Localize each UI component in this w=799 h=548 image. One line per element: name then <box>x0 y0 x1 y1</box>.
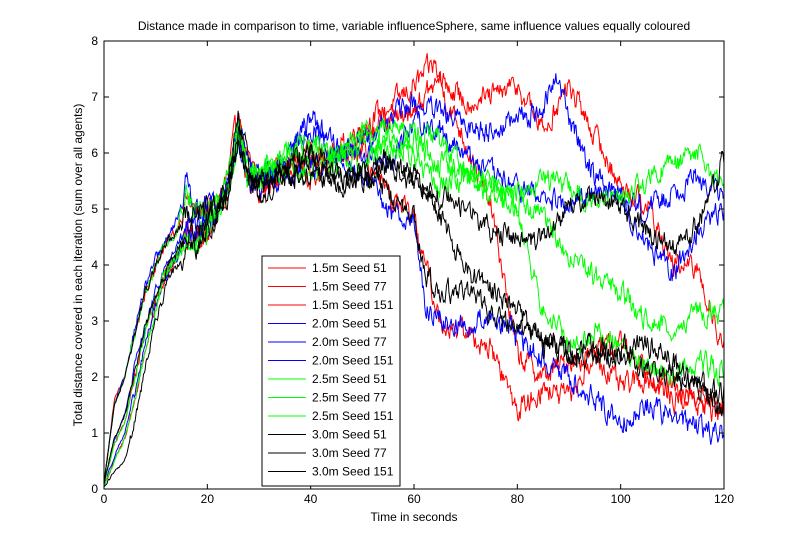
y-tick-label: 5 <box>91 202 98 216</box>
legend-label: 3.0m Seed 77 <box>312 446 387 460</box>
legend-box <box>261 255 401 487</box>
legend-label: 1.5m Seed 77 <box>312 280 387 294</box>
x-tick-label: 0 <box>101 492 108 506</box>
x-tick-label: 120 <box>714 492 734 506</box>
legend-label: 2.0m Seed 51 <box>312 317 387 331</box>
series-layer <box>104 53 724 487</box>
legend-label: 1.5m Seed 151 <box>312 298 394 312</box>
y-tick-label: 6 <box>91 146 98 160</box>
y-axis-label: Total distance covered in each iteration… <box>71 104 85 427</box>
legend-label: 2.5m Seed 151 <box>312 409 394 423</box>
y-tick-label: 1 <box>91 426 98 440</box>
legend-label: 2.0m Seed 77 <box>312 335 387 349</box>
y-tick-label: 4 <box>91 258 98 272</box>
x-tick-label: 100 <box>611 492 631 506</box>
legend-label: 3.0m Seed 151 <box>312 465 394 479</box>
chart-title: Distance made in comparison to time, var… <box>138 19 690 33</box>
legend: 1.5m Seed 51 1.5m Seed 77 1.5m Seed 151 2.0… <box>261 255 401 487</box>
x-tick-label: 80 <box>511 492 525 506</box>
x-axis-label: Time in seconds <box>371 510 458 524</box>
x-tick-label: 20 <box>201 492 215 506</box>
y-tick-label: 8 <box>91 34 98 48</box>
x-tick-label: 40 <box>304 492 318 506</box>
legend-label: 1.5m Seed 51 <box>312 261 387 275</box>
legend-label: 2.5m Seed 77 <box>312 391 387 405</box>
y-tick-label: 2 <box>91 370 98 384</box>
y-tick-label: 3 <box>91 314 98 328</box>
legend-label: 2.5m Seed 51 <box>312 372 387 386</box>
series-line-9 <box>104 110 724 485</box>
legend-label: 3.0m Seed 51 <box>312 428 387 442</box>
legend-label: 2.0m Seed 151 <box>312 354 394 368</box>
series-line-11 <box>104 139 724 487</box>
series-line-8 <box>104 126 724 486</box>
series-line-6 <box>104 119 724 483</box>
plot-area <box>104 41 724 489</box>
x-tick-label: 60 <box>407 492 421 506</box>
y-tick-label: 7 <box>91 90 98 104</box>
y-tick-label: 0 <box>91 482 98 496</box>
